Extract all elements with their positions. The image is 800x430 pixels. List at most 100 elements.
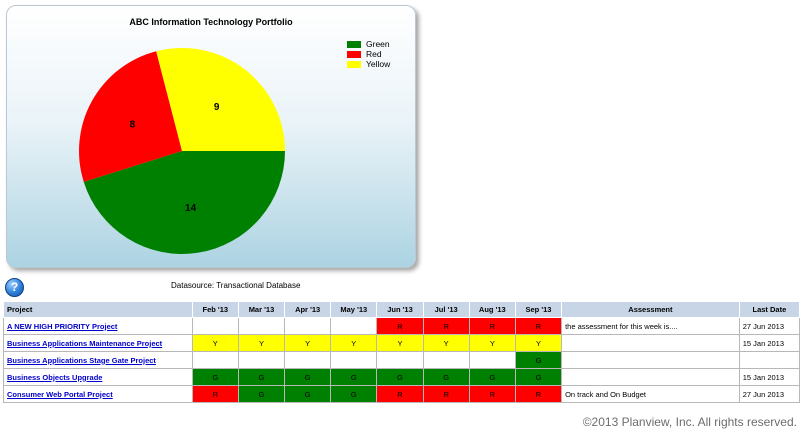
status-cell: R xyxy=(514,317,563,335)
status-cell: G xyxy=(237,385,286,403)
project-link[interactable]: Consumer Web Portal Project xyxy=(7,389,113,399)
legend-swatch xyxy=(347,60,361,68)
last-date-cell xyxy=(738,351,800,369)
status-cell xyxy=(284,351,332,369)
legend-swatch xyxy=(347,40,361,48)
legend-item: Red xyxy=(347,49,390,59)
project-link[interactable]: Business Objects Upgrade xyxy=(7,372,103,382)
status-cell xyxy=(191,351,239,369)
status-cell xyxy=(376,351,424,369)
status-cell: Y xyxy=(376,334,424,352)
project-cell: Business Applications Stage Gate Project xyxy=(3,351,193,369)
legend-label: Green xyxy=(366,39,390,49)
chart-legend: Green Red Yellow xyxy=(347,39,390,69)
status-cell: Y xyxy=(330,334,378,352)
legend-item: Green xyxy=(347,39,390,49)
table-row: Business Applications Stage Gate Project… xyxy=(3,351,800,369)
pie-slice-value-label: 8 xyxy=(130,120,136,131)
header-month: Aug '13 xyxy=(468,301,516,318)
legend-label: Yellow xyxy=(366,59,391,69)
header-assessment: Assessment xyxy=(561,301,740,318)
status-cell: R xyxy=(376,317,424,335)
copyright-notice: ©2013 Planview, Inc. All rights reserved… xyxy=(582,415,797,429)
header-month: Sep '13 xyxy=(514,301,563,318)
status-cell: Y xyxy=(422,334,470,352)
portfolio-chart-panel: ABC Information Technology Portfolio 14 8… xyxy=(6,5,416,268)
header-last-date: Last Date xyxy=(738,301,800,318)
header-month: May '13 xyxy=(330,301,378,318)
pie-slice-red xyxy=(79,51,182,182)
legend-item: Yellow xyxy=(347,59,390,69)
status-cell: G xyxy=(237,368,286,386)
project-link[interactable]: Business Applications Maintenance Projec… xyxy=(7,338,163,348)
last-date-cell: 27 Jun 2013 xyxy=(738,317,800,335)
assessment-cell: On track and On Budget xyxy=(561,385,740,403)
project-cell: A NEW HIGH PRIORITY Project xyxy=(3,317,193,335)
header-month: Jul '13 xyxy=(422,301,470,318)
status-cell xyxy=(237,317,286,335)
status-cell xyxy=(284,317,332,335)
status-cell: R xyxy=(514,385,563,403)
assessment-cell xyxy=(561,351,740,369)
project-cell: Business Applications Maintenance Projec… xyxy=(3,334,193,352)
status-cell: Y xyxy=(468,334,516,352)
status-cell: G xyxy=(468,368,516,386)
status-cell xyxy=(330,317,378,335)
pie-slice-value-label: 14 xyxy=(185,203,197,214)
status-cell: G xyxy=(422,368,470,386)
status-cell xyxy=(237,351,286,369)
pie-chart: 14 8 9 xyxy=(79,48,285,255)
status-cell xyxy=(330,351,378,369)
header-month: Feb '13 xyxy=(191,301,239,318)
status-cell: G xyxy=(514,368,563,386)
status-cell: G xyxy=(191,368,239,386)
status-cell: G xyxy=(284,385,332,403)
last-date-cell: 27 Jun 2013 xyxy=(738,385,800,403)
help-icon[interactable]: ? xyxy=(5,278,24,297)
status-cell: R xyxy=(422,385,470,403)
assessment-cell xyxy=(561,368,740,386)
status-cell: R xyxy=(422,317,470,335)
legend-swatch xyxy=(347,50,361,58)
table-row: Business Applications Maintenance Projec… xyxy=(3,334,800,352)
project-link[interactable]: Business Applications Stage Gate Project xyxy=(7,355,156,365)
pie-slice-yellow xyxy=(156,48,285,151)
project-status-table: Project Feb '13 Mar '13 Apr '13 May '13 Jun … xyxy=(3,301,800,403)
last-date-cell: 15 Jan 2013 xyxy=(738,368,800,386)
status-cell xyxy=(422,351,470,369)
status-cell: Y xyxy=(284,334,332,352)
datasource-label: Datasource: Transactional Database xyxy=(171,281,301,290)
pie-slice-value-label: 9 xyxy=(214,102,220,113)
status-cell: R xyxy=(191,385,239,403)
chart-title: ABC Information Technology Portfolio xyxy=(129,17,293,27)
pie-slice-green xyxy=(83,151,285,255)
status-cell: G xyxy=(330,385,378,403)
header-month: Mar '13 xyxy=(237,301,286,318)
status-cell: G xyxy=(514,351,563,369)
status-cell: R xyxy=(468,317,516,335)
status-cell: Y xyxy=(237,334,286,352)
table-row: Business Objects Upgrade G G G G G G G G 15 Jan 2… xyxy=(3,368,800,386)
legend-label: Red xyxy=(366,49,382,59)
table-header-row: Project Feb '13 Mar '13 Apr '13 May '13 Jun … xyxy=(3,301,800,318)
table-row: Consumer Web Portal Project R G G G R R R R On tr… xyxy=(3,385,800,403)
assessment-cell xyxy=(561,334,740,352)
last-date-cell: 15 Jan 2013 xyxy=(738,334,800,352)
status-cell: G xyxy=(376,368,424,386)
status-cell: Y xyxy=(191,334,239,352)
status-cell: Y xyxy=(514,334,563,352)
assessment-cell: the assessment for this week is.... xyxy=(561,317,740,335)
header-month: Jun '13 xyxy=(376,301,424,318)
status-cell: R xyxy=(468,385,516,403)
status-cell xyxy=(468,351,516,369)
project-link[interactable]: A NEW HIGH PRIORITY Project xyxy=(7,321,118,331)
status-cell: G xyxy=(284,368,332,386)
header-month: Apr '13 xyxy=(284,301,332,318)
project-cell: Consumer Web Portal Project xyxy=(3,385,193,403)
project-cell: Business Objects Upgrade xyxy=(3,368,193,386)
status-cell xyxy=(191,317,239,335)
status-cell: G xyxy=(330,368,378,386)
status-cell: R xyxy=(376,385,424,403)
